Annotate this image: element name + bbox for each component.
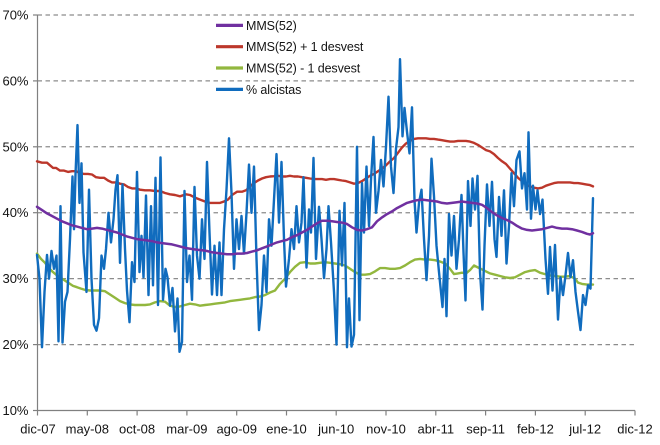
svg-text:ago-09: ago-09 — [216, 422, 256, 437]
svg-text:abr-11: abr-11 — [417, 422, 454, 437]
svg-text:% alcistas: % alcistas — [246, 83, 301, 97]
svg-text:70%: 70% — [2, 8, 28, 23]
svg-text:MMS(52): MMS(52) — [246, 19, 297, 33]
svg-text:may-08: may-08 — [66, 422, 109, 437]
svg-text:MMS(52) - 1 desvest: MMS(52) - 1 desvest — [246, 62, 361, 76]
svg-text:40%: 40% — [2, 205, 28, 220]
svg-text:60%: 60% — [2, 73, 28, 88]
svg-text:mar-09: mar-09 — [166, 422, 207, 437]
svg-text:ene-10: ene-10 — [266, 422, 306, 437]
svg-text:sep-11: sep-11 — [466, 422, 505, 437]
svg-text:20%: 20% — [2, 337, 28, 352]
svg-text:dic-07: dic-07 — [20, 422, 55, 437]
svg-text:50%: 50% — [2, 139, 28, 154]
svg-text:10%: 10% — [2, 403, 28, 418]
svg-text:dic-12: dic-12 — [617, 422, 652, 437]
svg-text:nov-10: nov-10 — [366, 422, 406, 437]
svg-text:MMS(52) + 1 desvest: MMS(52) + 1 desvest — [246, 40, 364, 54]
svg-text:jun-10: jun-10 — [317, 422, 354, 437]
svg-text:jul-12: jul-12 — [568, 422, 601, 437]
svg-text:oct-08: oct-08 — [119, 422, 155, 437]
svg-text:feb-12: feb-12 — [517, 422, 554, 437]
svg-text:30%: 30% — [2, 271, 28, 286]
